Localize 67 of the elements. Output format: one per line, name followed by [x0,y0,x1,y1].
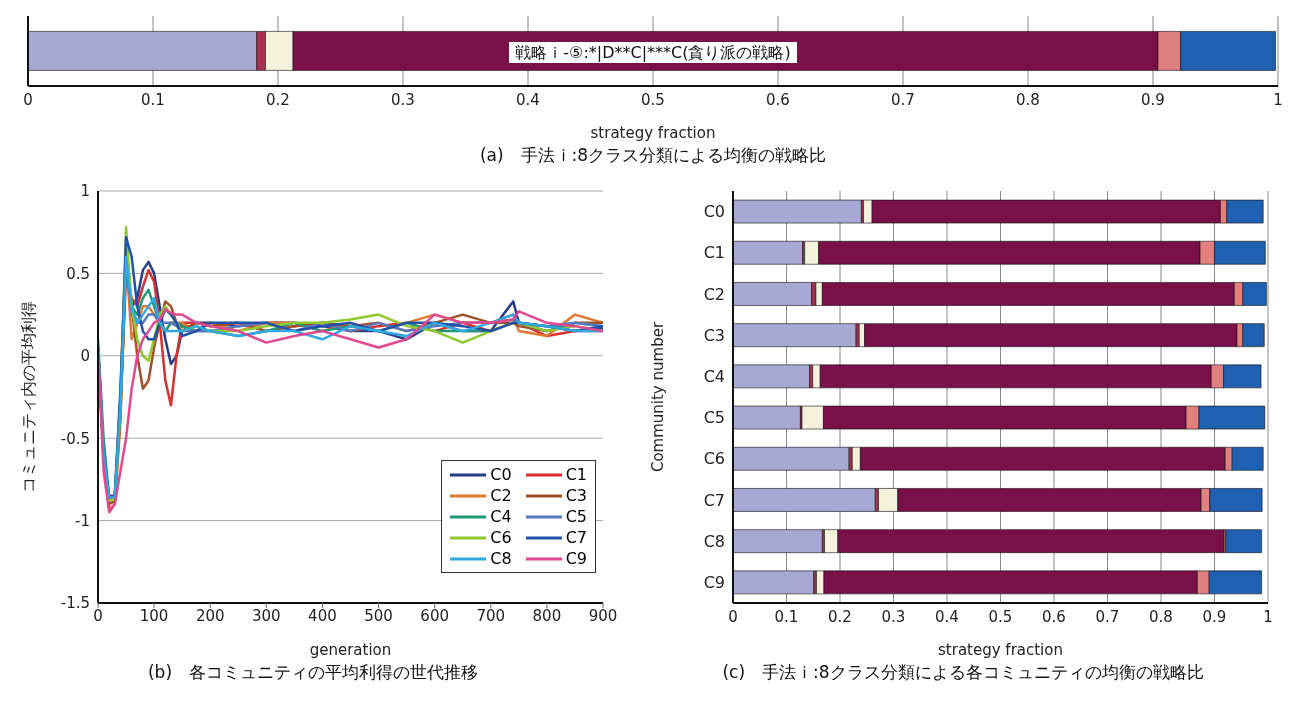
x-tick-label: 0 [93,606,103,625]
y-tick-label: C5 [703,408,725,428]
x-tick-label: 0.7 [1095,607,1120,626]
x-axis-title: generation [309,641,392,659]
x-tick-label: 800 [532,606,562,625]
x-tick-label: 300 [252,606,281,625]
y-tick-label: -1 [75,511,90,530]
x-tick-label: 0 [23,90,33,109]
y-tick-label: C1 [703,243,725,263]
x-axis-title: strategy fraction [938,641,1063,659]
y-tick-label: C2 [703,284,725,304]
x-tick-label: 0.4 [935,607,959,626]
y-tick-label: -1.5 [60,594,90,613]
x-tick-label: 1 [1263,607,1273,626]
x-tick-label: 700 [476,606,506,625]
y-tick-label: C7 [703,490,725,510]
legend-label: C7 [565,528,587,547]
legend-label: C4 [490,507,512,526]
legend-label: C2 [490,486,512,505]
y-axis-title: Community number [649,321,668,473]
y-tick-label: 0 [80,347,90,366]
x-tick-label: 500 [364,606,393,625]
x-tick-label: 600 [420,606,449,625]
x-tick-label: 0.3 [881,607,906,626]
legend-label: C6 [490,528,512,547]
y-tick-label: C8 [703,531,725,551]
legend-label: C9 [565,549,587,568]
x-tick-label: 0.2 [828,607,852,626]
x-tick-label: 100 [139,606,169,625]
x-tick-label: 0.9 [1202,607,1227,626]
x-tick-label: 0 [728,607,738,626]
y-axis-title: コミュニティ内の平均利得 [18,301,38,493]
x-tick-label: 0.2 [266,90,290,109]
x-tick-label: 0.5 [641,90,665,109]
x-tick-label: 200 [195,606,225,625]
y-tick-label: C0 [703,202,725,222]
legend-label: C8 [490,549,512,568]
x-tick-label: 0.6 [1042,607,1066,626]
x-tick-label: 0.9 [1141,90,1165,109]
legend-label: C5 [565,507,587,526]
y-tick-label: C9 [703,573,725,593]
x-tick-label: 900 [588,606,618,625]
x-tick-label: 0.1 [141,90,165,109]
text: (a) 手法ｉ:8クラス分類による均衡の戦略比 [478,144,828,167]
y-tick-label: -0.5 [60,429,90,448]
x-tick-label: 0.4 [516,90,540,109]
legend-label: C0 [490,465,512,484]
text: (c) 手法ｉ:8クラス分類による各コミュニティの均衡の戦略比 [721,661,1205,684]
text: (b) 各コミュニティの平均利得の世代推移 [146,661,480,684]
legend-label: C3 [565,486,587,505]
y-tick-label: 0.5 [66,264,90,283]
x-tick-label: 0.6 [766,90,790,109]
y-tick-label: C4 [703,367,725,387]
x-axis-title: strategy fraction [590,124,716,142]
legend-label: C1 [565,465,587,484]
x-tick-label: 1 [1273,90,1283,109]
y-tick-label: C6 [703,449,725,469]
x-tick-label: 0.7 [891,90,915,109]
y-tick-label: 1 [80,182,90,201]
x-tick-label: 400 [308,606,337,625]
x-tick-label: 0.1 [774,607,799,626]
x-tick-label: 0.3 [391,90,415,109]
x-tick-label: 0.8 [1016,90,1040,109]
x-tick-label: 0.5 [988,607,1013,626]
annotation: 戦略ｉ-⑤:*|D**C|***C(貪り派の戦略) [509,42,797,63]
y-tick-label: C3 [703,325,725,345]
x-tick-label: 0.8 [1149,607,1173,626]
